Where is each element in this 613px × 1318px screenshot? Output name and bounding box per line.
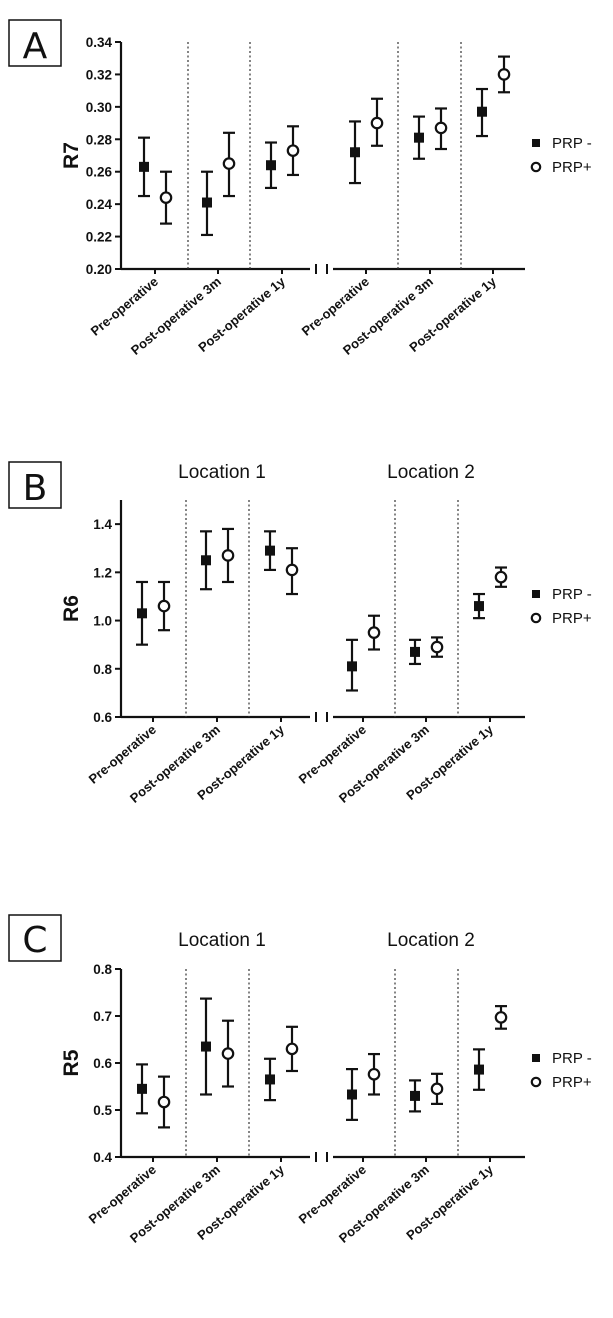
prp-minus-point — [202, 197, 212, 208]
legend-marker-prp-plus — [530, 612, 542, 624]
prp-plus-point — [159, 191, 173, 204]
location-label-2: Location 2 — [387, 930, 475, 951]
y-tick-label: 0.5 — [93, 1103, 112, 1118]
y-tick-label: 0.22 — [86, 230, 112, 245]
prp-minus-point — [265, 545, 275, 556]
prp-minus-point — [474, 1064, 484, 1075]
prp-plus-point — [430, 640, 444, 654]
prp-minus-point — [347, 1089, 357, 1100]
y-tick-label: 0.34 — [86, 35, 113, 50]
y-axis-title: R5 — [60, 1049, 83, 1076]
prp-plus-point — [497, 68, 511, 81]
prp-minus-point — [410, 1090, 420, 1101]
y-tick-label: 0.6 — [93, 1056, 112, 1071]
y-tick-label: 0.7 — [93, 1009, 112, 1024]
legend-label-prp-minus: PRP - — [552, 135, 592, 152]
panel-label-box — [8, 461, 62, 509]
y-tick-label: 0.24 — [86, 197, 113, 212]
y-tick-label: 0.8 — [93, 662, 112, 677]
prp-minus-point — [137, 1083, 147, 1094]
y-tick-label: 0.30 — [86, 100, 112, 115]
prp-plus-point — [367, 626, 381, 639]
prp-minus-point — [265, 1074, 275, 1085]
prp-minus-point — [410, 646, 420, 657]
prp-plus-point — [157, 599, 171, 613]
prp-minus-point — [266, 160, 276, 171]
prp-minus-point — [201, 1041, 211, 1052]
y-tick-label: 0.6 — [93, 710, 112, 725]
prp-minus-point — [474, 601, 484, 612]
prp-plus-point — [221, 549, 235, 562]
prp-plus-point — [221, 1047, 235, 1060]
legend-marker-prp-minus — [532, 139, 540, 147]
legend-label-prp-minus: PRP - — [552, 586, 592, 603]
legend-marker-prp-minus — [532, 1054, 540, 1062]
legend-label-prp-plus: PRP+ — [552, 1074, 592, 1091]
panel-label-box — [8, 914, 62, 962]
location-label-1: Location 1 — [178, 930, 266, 951]
legend-label-prp-minus: PRP - — [552, 1050, 592, 1067]
prp-plus-point — [430, 1082, 444, 1096]
prp-minus-point — [477, 106, 487, 117]
chart-panel-c: C Location 1 Location 20.40.50.60.70.8R5Pr… — [8, 914, 592, 1246]
y-tick-label: 0.26 — [86, 165, 113, 180]
prp-plus-point — [370, 116, 384, 130]
y-axis-title: R6 — [60, 595, 83, 622]
prp-plus-point — [285, 1042, 299, 1056]
panel-label: C — [22, 920, 47, 961]
prp-plus-point — [157, 1095, 171, 1109]
panel-label: B — [23, 468, 48, 509]
y-tick-label: 1.0 — [93, 614, 112, 629]
legend-marker-prp-minus — [532, 590, 540, 598]
prp-minus-point — [137, 608, 147, 619]
chart-panel-a: A0.200.220.240.260.280.300.320.34R7Pre-o… — [8, 19, 592, 358]
prp-plus-point — [494, 570, 508, 584]
prp-minus-point — [139, 161, 149, 172]
legend-label-prp-plus: PRP+ — [552, 159, 592, 176]
prp-plus-point — [494, 1011, 508, 1024]
y-tick-label: 0.4 — [93, 1150, 112, 1165]
legend-label-prp-plus: PRP+ — [552, 610, 592, 627]
legend-marker-prp-plus — [530, 161, 542, 173]
prp-plus-point — [285, 563, 299, 577]
y-tick-label: 0.8 — [93, 962, 112, 977]
y-tick-label: 1.2 — [93, 565, 112, 580]
y-tick-label: 0.20 — [86, 262, 112, 277]
panel-label: A — [23, 26, 48, 67]
prp-minus-point — [201, 555, 211, 566]
chart-panel-b: B Location 1 Location 20.60.81.01.21.4R6Pr… — [8, 461, 592, 806]
y-axis-title: R7 — [60, 142, 83, 169]
prp-minus-point — [350, 147, 360, 158]
y-tick-label: 1.4 — [93, 517, 112, 532]
location-label-1: Location 1 — [178, 462, 266, 483]
prp-minus-point — [347, 661, 357, 672]
prp-plus-point — [367, 1067, 381, 1081]
prp-minus-point — [414, 132, 424, 143]
legend-marker-prp-plus — [530, 1076, 542, 1088]
prp-plus-point — [434, 121, 448, 135]
prp-plus-point — [222, 157, 236, 170]
prp-plus-point — [286, 144, 300, 157]
y-tick-label: 0.32 — [86, 67, 112, 82]
location-label-2: Location 2 — [387, 462, 475, 483]
y-tick-label: 0.28 — [86, 132, 113, 147]
panel-label-box — [8, 19, 62, 67]
